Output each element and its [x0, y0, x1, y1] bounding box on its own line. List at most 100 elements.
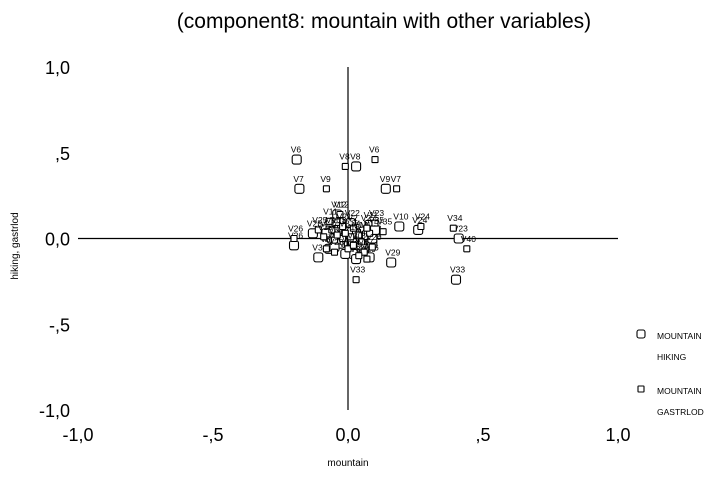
point-marker-gastrlod: [333, 231, 341, 239]
y-tick-label: 0,0: [45, 230, 70, 250]
point-label: V26: [288, 224, 303, 234]
point-marker-hiking: [380, 183, 391, 194]
point-label: V11: [323, 206, 338, 216]
y-tick-label: -1,0: [39, 401, 70, 421]
point-label: V28: [329, 237, 344, 247]
point-marker-gastrlod: [371, 156, 379, 164]
point-label: V7: [391, 174, 402, 184]
point-label: V34: [447, 213, 462, 223]
point-marker-gastrlod: [363, 224, 371, 232]
point-marker-gastrlod: [357, 238, 366, 246]
y-axis-label: hiking, gastrlod: [10, 212, 21, 279]
point-label: V35: [377, 217, 392, 227]
point-label: V21: [337, 211, 352, 221]
point-label: V11: [364, 210, 379, 220]
point-label: V34: [350, 244, 365, 254]
point-marker-gastrlod: [355, 231, 363, 239]
point-label: V22: [345, 208, 360, 218]
point-marker-hiking: [453, 233, 464, 244]
point-marker-gastrlod: [352, 276, 360, 284]
point-marker-gastrlod: [322, 185, 330, 193]
x-axis-label: mountain: [327, 458, 368, 469]
point-marker-hiking: [313, 252, 324, 263]
point-label: V33: [450, 265, 465, 275]
point-marker-gastrlod: [449, 224, 457, 232]
point-marker-gastrlod: [417, 222, 425, 231]
y-tick-label: 1,0: [45, 58, 70, 78]
legend-marker-gastrlod: [637, 385, 645, 393]
point-label: V6: [291, 145, 302, 155]
point-label: V8: [339, 151, 350, 161]
point-label: V33: [350, 265, 365, 275]
point-marker-hiking: [351, 161, 362, 172]
point-marker-gastrlod: [328, 226, 336, 234]
point-marker-hiking: [294, 183, 305, 194]
point-marker-gastrlod: [371, 219, 379, 227]
point-label: V8: [350, 151, 361, 161]
point-marker-gastrlod: [355, 252, 363, 260]
point-label: V6: [369, 145, 380, 155]
x-tick-label: ,5: [475, 425, 490, 445]
point-label: V9: [380, 174, 391, 184]
x-tick-label: -1,0: [62, 425, 93, 445]
legend-label: HIKING: [657, 352, 686, 362]
point-label: V10: [326, 215, 341, 225]
point-label: V2: [347, 213, 358, 223]
point-marker-gastrlod: [349, 224, 357, 232]
point-label: V15: [356, 224, 371, 234]
point-label: V30: [339, 239, 354, 249]
point-label: V18: [345, 222, 360, 232]
point-label: V27: [361, 213, 376, 223]
point-label: V19: [318, 222, 333, 232]
y-tick-label: ,5: [55, 144, 70, 164]
point-label: V24: [412, 215, 427, 225]
point-label: V9: [320, 174, 331, 184]
point-label: V16: [331, 220, 346, 230]
point-label: V13: [331, 215, 346, 225]
point-label: V29: [361, 244, 376, 254]
point-marker-gastrlod: [363, 255, 371, 263]
point-marker-hiking: [450, 274, 462, 285]
point-label: V17: [358, 237, 373, 247]
point-label: V12: [331, 199, 346, 209]
point-marker-gastrlod: [330, 248, 339, 256]
point-label: V25: [307, 218, 322, 228]
legend-label: GASTRLOD: [657, 407, 704, 417]
legend-marker-hiking: [636, 329, 646, 339]
point-marker-gastrlod: [379, 228, 387, 236]
point-label: V20: [366, 232, 381, 242]
point-label: V22: [353, 241, 368, 251]
point-label: V30: [347, 230, 362, 240]
point-marker-hiking: [288, 240, 300, 251]
point-label: V10: [393, 211, 408, 221]
point-label: V31: [356, 230, 371, 240]
data-points: V6V8V7V9V10V24V23V33V29V11V12V25V26V3V1V…: [288, 145, 476, 285]
point-marker-gastrlod: [349, 241, 357, 249]
point-label: V5: [329, 225, 340, 235]
point-label: V31: [339, 218, 354, 228]
point-label: V23: [369, 208, 384, 218]
point-label: V15: [364, 218, 379, 228]
legend: MOUNTAIN HIKING MOUNTAIN GASTRLOD: [636, 329, 704, 417]
point-label: V17: [334, 229, 349, 239]
point-label: V23: [453, 224, 468, 234]
point-label: V40: [461, 234, 476, 244]
chart-title: (component8: mountain with other variabl…: [177, 10, 591, 33]
y-tick-label: -,5: [49, 315, 70, 335]
point-marker-gastrlod: [322, 245, 330, 253]
x-tick-label: -,5: [202, 425, 223, 445]
point-label: V14: [353, 220, 368, 230]
point-label: V12: [334, 199, 349, 209]
point-marker-gastrlod: [336, 210, 344, 219]
point-marker-gastrlod: [320, 233, 328, 241]
point-marker-gastrlod: [290, 234, 298, 243]
point-marker-hiking: [291, 154, 302, 165]
point-label: V3: [312, 242, 323, 252]
point-marker-gastrlod: [339, 222, 347, 231]
point-label: V24: [415, 211, 430, 221]
legend-label: MOUNTAIN: [657, 386, 702, 396]
point-marker-hiking: [386, 257, 397, 268]
point-marker-gastrlod: [341, 162, 349, 171]
tick-labels: -1,0 -,5 0,0 ,5 1,0 1,0 ,5 0,0 -,5 -1,0: [39, 58, 631, 445]
